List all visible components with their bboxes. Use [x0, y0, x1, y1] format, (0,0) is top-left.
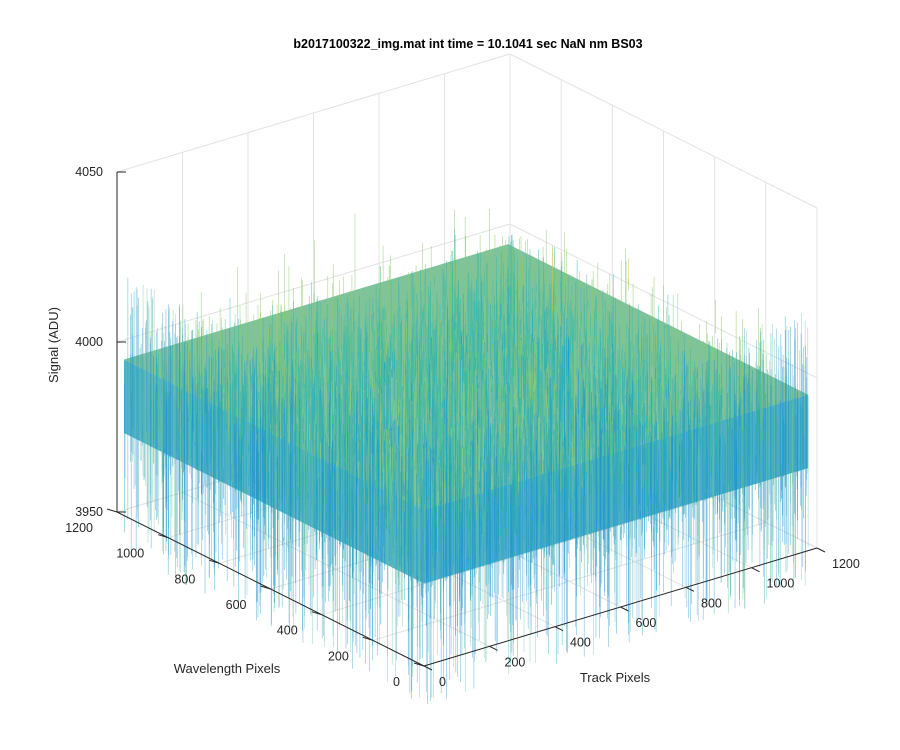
chart-title: b2017100322_img.mat int time = 10.1041 s…: [293, 37, 642, 51]
surface-plot: [123, 209, 809, 705]
side-wall-z-gridline: [509, 53, 818, 209]
back-wall-z-gridline: [116, 53, 511, 173]
back-wall-z-gridline: [116, 223, 511, 343]
